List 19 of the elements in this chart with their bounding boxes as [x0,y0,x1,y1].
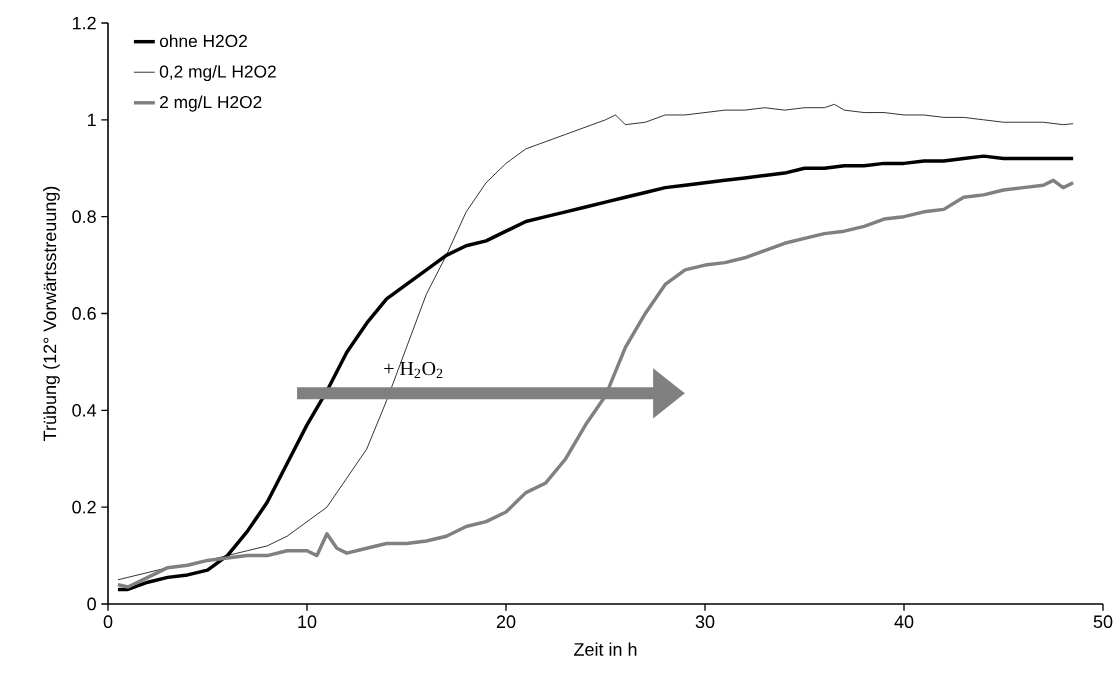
y-tick-label: 0.8 [72,210,96,224]
x-tick-label: 40 [894,615,914,629]
x-tick-label: 50 [1093,615,1113,629]
legend-label: 2 mg/L H2O2 [160,95,262,112]
y-tick-label: 1.2 [72,16,96,30]
legend-label: 0,2 mg/L H2O2 [159,64,276,82]
y-tick-label: 0.2 [72,500,96,514]
x-tick-label: 0 [103,615,113,629]
y-tick-label: 1 [88,113,96,127]
y-tick-label: 0.6 [72,307,96,320]
x-tick-label: 30 [695,615,715,629]
annotation: + H$_{2}$O$_{2}$ [384,361,443,378]
legend-label: ohne H2O2 [159,34,247,48]
y-tick-label: 0.4 [72,403,97,417]
y-axis-title: Trübung (12° Vorwärtsstreuung) [43,186,60,441]
x-axis-title: Zeit in h [574,642,637,656]
x-tick-label: 10 [298,615,317,629]
x-tick-label: 20 [496,615,516,629]
y-tick-label: 0 [87,597,96,611]
